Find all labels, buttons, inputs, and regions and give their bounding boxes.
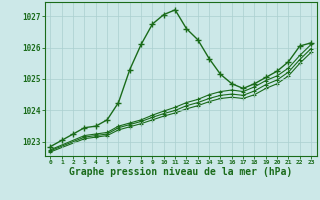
X-axis label: Graphe pression niveau de la mer (hPa): Graphe pression niveau de la mer (hPa) <box>69 167 292 177</box>
